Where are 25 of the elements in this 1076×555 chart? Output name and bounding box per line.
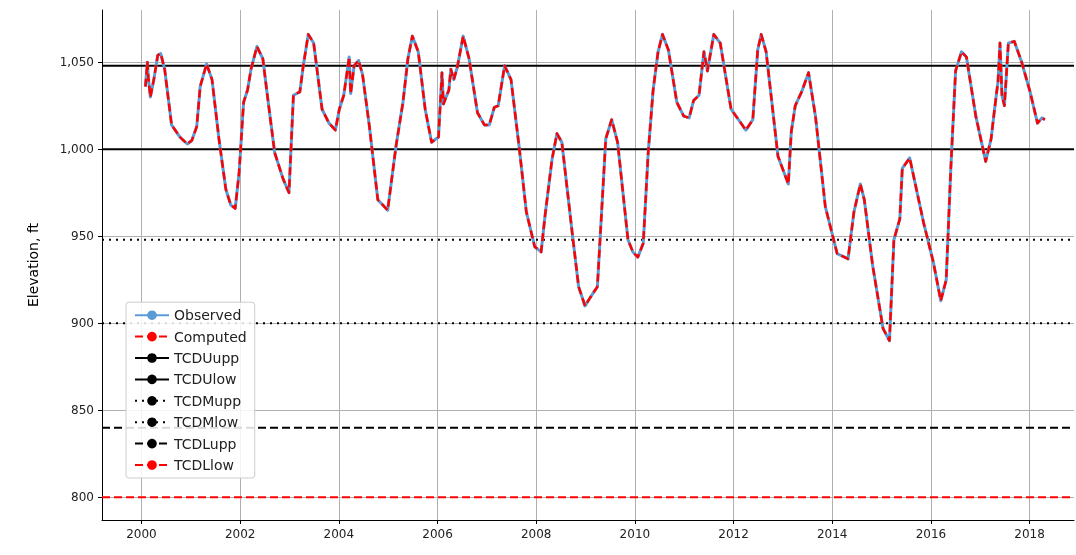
x-tick-label: 2008: [520, 527, 552, 541]
x-tick-label: 2016: [915, 527, 947, 541]
y-tick-label: 900: [71, 316, 94, 331]
x-tick-label: 2000: [126, 527, 157, 541]
legend-label: TCDLlow: [173, 457, 234, 473]
y-tick-label: 800: [71, 490, 94, 505]
x-tick-label: 2014: [816, 527, 848, 541]
x-tick-label: 2010: [619, 527, 651, 541]
y-axis-title: Elevation, ft: [25, 222, 41, 308]
legend-label: TCDMlow: [173, 414, 239, 431]
x-tick-label: 2012: [718, 527, 749, 541]
x-tick-label: 2006: [422, 527, 453, 541]
y-tick-label: 950: [71, 229, 94, 244]
legend-label: Observed: [174, 307, 242, 324]
x-tick-label: 2002: [224, 527, 256, 541]
legend-label: TCDUupp: [173, 350, 240, 366]
y-tick-label: 850: [71, 403, 94, 418]
y-tick-label: 1,050: [59, 55, 94, 70]
y-tick-label: 1,000: [59, 142, 94, 157]
x-tick-label: 2018: [1014, 527, 1045, 541]
legend-label: TCDUlow: [173, 371, 237, 388]
x-tick-label: 2004: [323, 527, 355, 541]
legend-label: Computed: [174, 328, 247, 345]
legend-label: TCDLupp: [173, 435, 237, 452]
legend-label: TCDMupp: [173, 392, 242, 409]
